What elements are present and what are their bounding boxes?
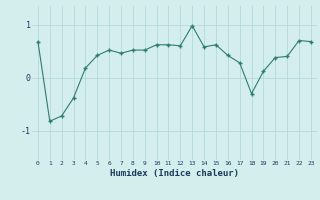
X-axis label: Humidex (Indice chaleur): Humidex (Indice chaleur) <box>110 169 239 178</box>
